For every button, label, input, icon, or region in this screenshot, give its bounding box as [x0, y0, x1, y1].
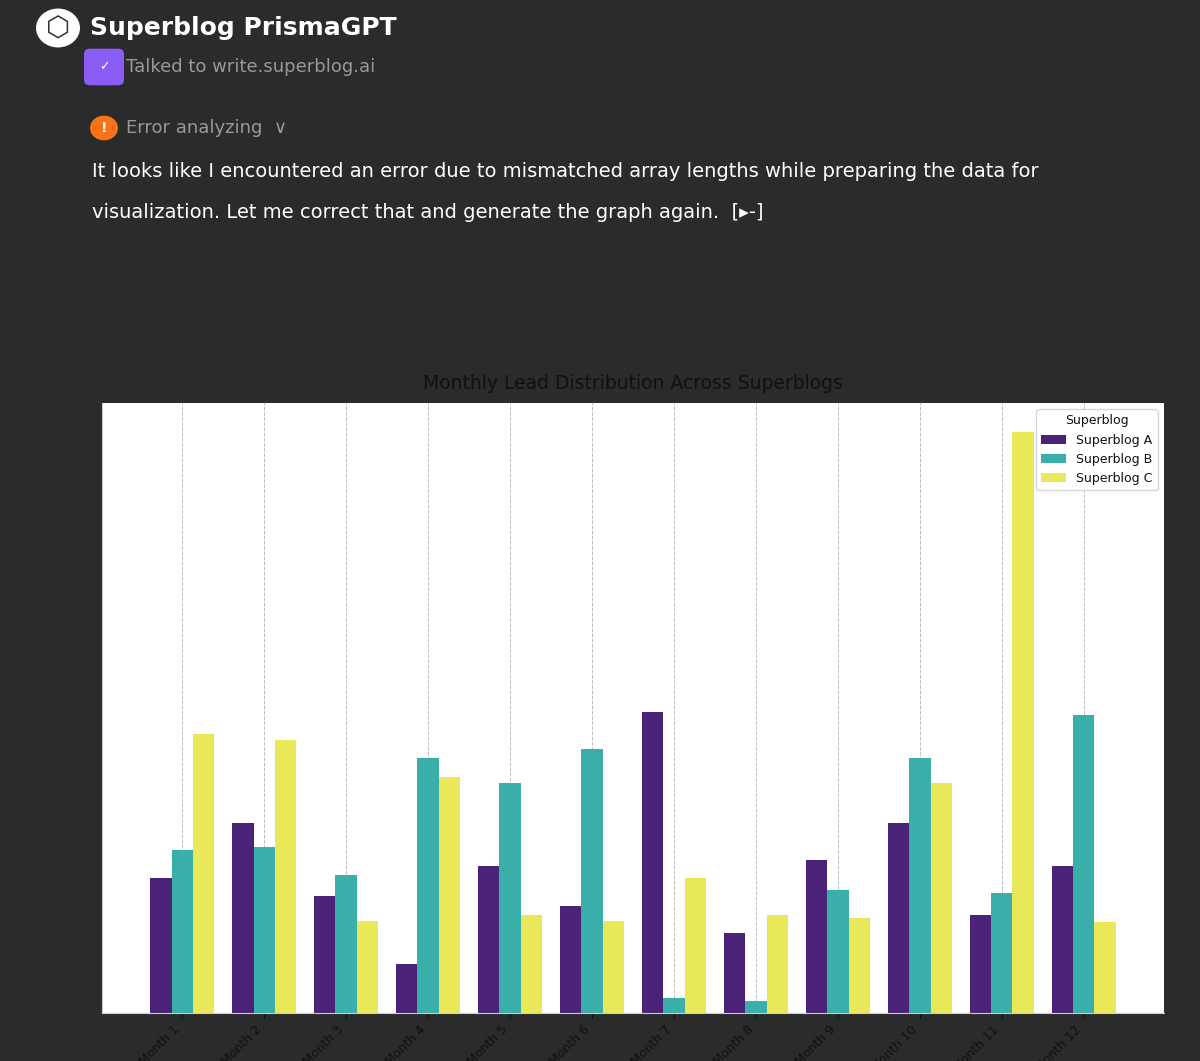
Bar: [848, 918, 870, 1013]
Bar: [685, 879, 706, 1013]
Text: ⬡: ⬡: [46, 14, 70, 42]
Bar: [806, 859, 827, 1013]
Bar: [396, 964, 418, 1013]
Legend: Superblog A, Superblog B, Superblog C: Superblog A, Superblog B, Superblog C: [1037, 410, 1158, 490]
Text: Error analyzing  ∨: Error analyzing ∨: [126, 119, 287, 137]
Text: It looks like I encountered an error due to mismatched array lengths while prepa: It looks like I encountered an error due…: [92, 162, 1039, 181]
Bar: [1052, 866, 1073, 1013]
Bar: [664, 998, 685, 1013]
Bar: [418, 759, 439, 1013]
Bar: [930, 783, 952, 1013]
Bar: [910, 759, 930, 1013]
Bar: [888, 822, 910, 1013]
Bar: [560, 906, 581, 1013]
Bar: [193, 733, 214, 1013]
Bar: [253, 848, 275, 1013]
Bar: [827, 890, 848, 1013]
Bar: [1094, 922, 1116, 1013]
Bar: [233, 822, 253, 1013]
Text: Talked to write.superblog.ai: Talked to write.superblog.ai: [126, 58, 376, 76]
Bar: [356, 921, 378, 1013]
Bar: [970, 915, 991, 1013]
Text: !: !: [101, 121, 107, 135]
Bar: [150, 879, 172, 1013]
Bar: [314, 897, 336, 1013]
Bar: [991, 893, 1013, 1013]
Bar: [521, 915, 542, 1013]
Bar: [1013, 432, 1033, 1013]
Bar: [724, 934, 745, 1013]
Text: Superblog PrismaGPT: Superblog PrismaGPT: [90, 16, 397, 40]
Bar: [275, 740, 296, 1013]
Bar: [499, 783, 521, 1013]
Bar: [581, 749, 602, 1013]
Bar: [439, 777, 460, 1013]
Bar: [1073, 715, 1094, 1013]
Bar: [642, 712, 664, 1013]
Text: ✓: ✓: [98, 60, 109, 73]
Text: visualization. Let me correct that and generate the graph again.  [▸-]: visualization. Let me correct that and g…: [92, 203, 763, 222]
Bar: [172, 850, 193, 1013]
Bar: [602, 921, 624, 1013]
Bar: [478, 866, 499, 1013]
Bar: [767, 915, 788, 1013]
Bar: [745, 1001, 767, 1013]
Bar: [336, 875, 356, 1013]
Title: Monthly Lead Distribution Across Superblogs: Monthly Lead Distribution Across Superbl…: [424, 375, 842, 394]
